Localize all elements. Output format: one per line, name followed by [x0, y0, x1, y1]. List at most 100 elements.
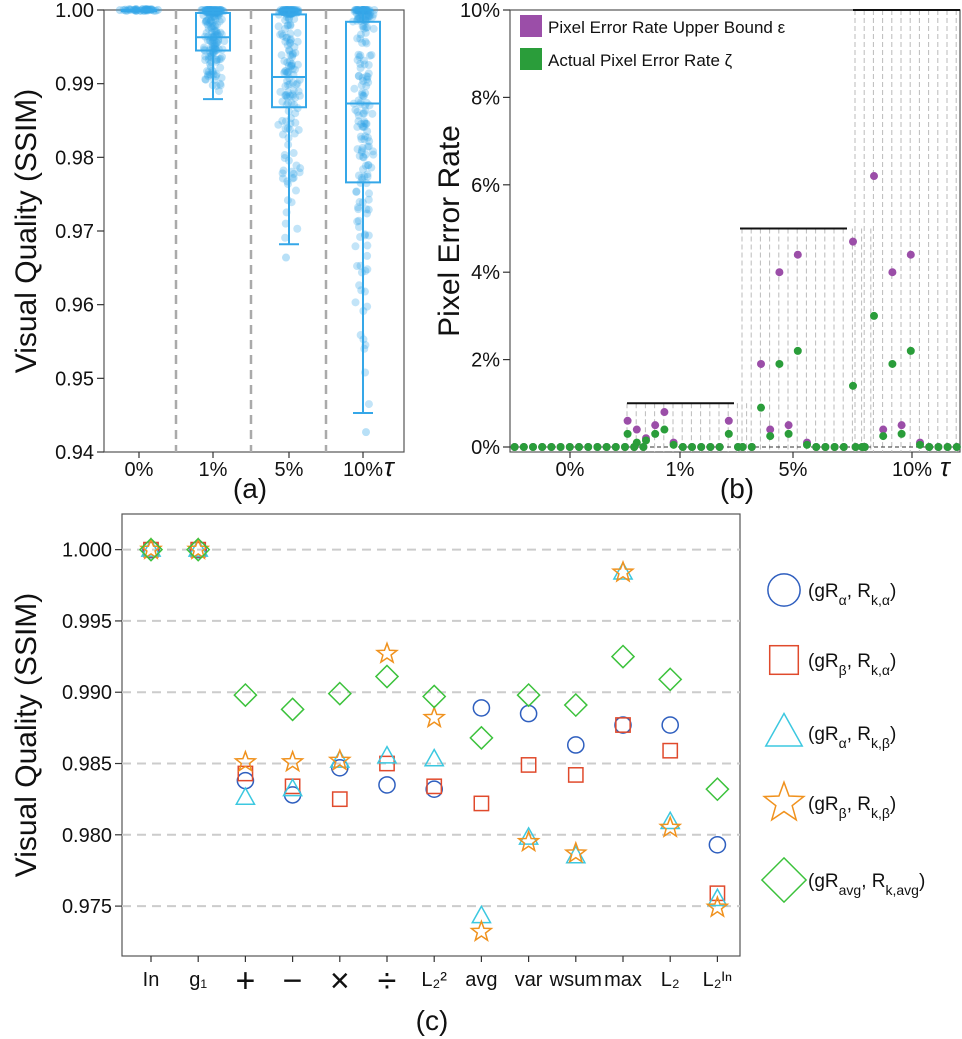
- sample-point: [360, 117, 369, 126]
- sample-point: [286, 51, 295, 60]
- sample-point: [217, 73, 226, 82]
- sample-point: [289, 86, 298, 95]
- y-tick-label: 0.97: [55, 221, 94, 243]
- actual-error-point: [747, 443, 756, 451]
- sample-point: [362, 39, 371, 48]
- sample-point: [368, 13, 377, 22]
- actual-error-point: [632, 438, 641, 447]
- sample-point: [274, 120, 283, 129]
- circle-marker: [519, 704, 538, 723]
- sample-point: [368, 109, 377, 118]
- sample-point: [291, 48, 300, 57]
- legend-series-label: (gRβ, Rk,β): [808, 794, 896, 821]
- sample-point: [283, 196, 292, 205]
- sample-point: [217, 52, 226, 61]
- sample-point: [355, 198, 364, 207]
- sample-point: [202, 28, 211, 37]
- sample-point: [359, 56, 368, 65]
- actual-error-point: [621, 443, 629, 451]
- sample-point: [201, 52, 210, 61]
- sample-point: [358, 22, 367, 31]
- sample-point: [212, 57, 221, 66]
- circle-marker: [189, 540, 208, 559]
- circle-marker: [566, 736, 585, 754]
- sample-point: [356, 132, 365, 141]
- sample-point: [202, 17, 211, 26]
- triangle-marker: [707, 887, 728, 907]
- y-tick-label: 0.985: [62, 754, 112, 776]
- sample-point: [216, 63, 225, 72]
- sample-point: [207, 50, 216, 59]
- panel-a-y-axis: 0.94 0.95 0.96 0.97 0.98 0.99 1.00: [55, 0, 104, 464]
- sample-point: [356, 59, 365, 68]
- sample-point: [293, 28, 302, 37]
- sample-point: [351, 298, 360, 307]
- sample-point: [206, 22, 215, 31]
- sample-point: [204, 15, 213, 24]
- actual-error-point: [623, 429, 632, 438]
- sample-point: [361, 106, 370, 115]
- star-marker: [611, 559, 635, 583]
- sample-point: [209, 22, 218, 31]
- x-tick-label: 10%: [892, 459, 932, 481]
- sample-point: [282, 68, 291, 77]
- circle-marker: [614, 716, 632, 734]
- sample-point: [363, 23, 372, 32]
- sample-point: [364, 161, 373, 170]
- sample-point: [364, 12, 373, 21]
- x-tick-label: max: [604, 969, 642, 991]
- x-tick-label: 1%: [666, 459, 695, 481]
- box: [271, 13, 307, 109]
- upper-bound-point: [793, 250, 802, 259]
- actual-error-point: [934, 443, 943, 451]
- actual-error-point: [849, 381, 857, 390]
- sample-point: [210, 39, 219, 48]
- y-tick-label: 0.95: [55, 368, 94, 390]
- sample-point: [358, 38, 367, 47]
- sample-point: [353, 145, 362, 154]
- sample-point: [364, 142, 373, 151]
- sample-point: [357, 268, 366, 277]
- sample-point: [209, 41, 218, 50]
- sample-point: [351, 242, 360, 251]
- x-tick-label: In: [143, 969, 160, 991]
- sample-point: [354, 203, 363, 212]
- sample-point: [354, 216, 363, 225]
- sample-point: [280, 57, 289, 66]
- x-tick-label: 5%: [275, 459, 304, 481]
- sample-point: [216, 81, 225, 90]
- sample-point: [362, 209, 371, 218]
- sample-point: [210, 36, 219, 45]
- legend-swatch-actual: [520, 48, 542, 70]
- sample-point: [210, 75, 219, 84]
- sample-point: [212, 28, 221, 37]
- sample-point: [289, 173, 298, 182]
- sample-point: [279, 166, 288, 175]
- sample-point: [201, 18, 210, 27]
- diamond-marker: [469, 725, 494, 750]
- square-marker: [473, 795, 490, 812]
- triangle-marker: [376, 745, 398, 764]
- box: [345, 20, 381, 184]
- sample-point: [284, 81, 293, 90]
- triangle-marker: [329, 749, 351, 768]
- sample-point: [360, 172, 369, 181]
- sample-point: [358, 73, 367, 82]
- sample-point: [288, 64, 297, 73]
- panel-a-jitter-points: [115, 5, 379, 437]
- sample-point: [281, 16, 290, 25]
- actual-error-point: [851, 443, 860, 451]
- sample-point: [360, 109, 369, 118]
- x-tick-label: −: [283, 962, 303, 1000]
- actual-error-point: [757, 403, 765, 412]
- x-tick-label: ×: [330, 962, 350, 1000]
- actual-error-point: [925, 443, 934, 451]
- actual-error-point: [784, 429, 793, 438]
- x-tick-label: L₂ᴵⁿ: [703, 969, 733, 991]
- actual-error-point: [547, 443, 556, 451]
- triangle-marker: [235, 786, 256, 805]
- actual-error-point: [538, 443, 547, 451]
- panel-c-points: [138, 537, 730, 942]
- sample-point: [288, 167, 297, 176]
